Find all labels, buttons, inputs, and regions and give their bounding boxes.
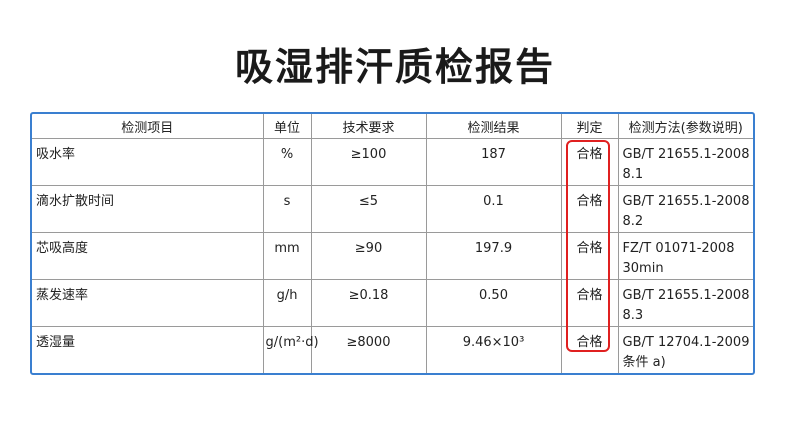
table-cell: 透湿量 (32, 326, 264, 373)
cell-line: 8.1 (622, 167, 644, 182)
column-header: 判定 (560, 114, 619, 139)
table-cell: ≥0.18 (310, 279, 427, 327)
column-header: 检测结果 (425, 114, 562, 139)
title: 吸湿排汗质检报告 (234, 45, 555, 89)
table-cell: g/(m²·d) (262, 326, 319, 373)
table-cell: 0.50 (425, 279, 562, 327)
header-row: 检测项目 单位 技术要求 检测结果 判定 检测方法(参数说明) (32, 114, 753, 139)
table: 检测项目 单位 技术要求 检测结果 判定 检测方法(参数说明) 吸水率% ≥100 187 合格… (32, 114, 753, 373)
cell-line: GB/T 21655.1-2008 (622, 288, 750, 303)
cell-line: FZ/T 01071-2008 (622, 241, 735, 256)
table-cell: GB/T 21655.1-2008 8.2 (617, 185, 753, 233)
column-header: 单位 (262, 114, 312, 139)
table-row: 滴水扩散时间 s ≤5 0.1 合格 GB/T 21655.1-2008 8.2 (32, 185, 753, 233)
table-row: 吸水率% ≥100 187 合格 GB/T 21655.1-2008 8.1 (32, 138, 753, 186)
table-cell: 187 (425, 138, 562, 186)
table-cell: mm (262, 232, 312, 280)
table-cell: ≥8000 (310, 326, 427, 373)
cell-line: 8.3 (622, 308, 644, 323)
table-cell: ≤5 (310, 185, 427, 233)
report-table: 检测项目 单位 技术要求 检测结果 判定 检测方法(参数说明) 吸水率% ≥100 187 合格… (30, 112, 755, 375)
table-cell: 芯吸高度 (32, 232, 264, 280)
highlight-box (566, 140, 610, 352)
column-header: 技术要求 (310, 114, 427, 139)
cell-line: GB/T 12704.1-2009 (622, 335, 750, 350)
table-cell: 0.1 (425, 185, 562, 233)
cell-line: GB/T 21655.1-2008 (622, 147, 750, 162)
cell-line: GB/T 21655.1-2008 (622, 194, 750, 209)
column-header: 检测方法(参数说明) (617, 114, 753, 139)
column-header: 检测项目 (32, 114, 264, 139)
table-cell: ≥90 (310, 232, 427, 280)
table-row: 芯吸高度 mm ≥90 197.9 合格 FZ/T 01071-2008 30min (32, 232, 753, 280)
table-cell: g/h (262, 279, 312, 327)
table-cell: 9.46×10³ (425, 326, 562, 373)
table-cell: GB/T 21655.1-2008 8.1 (617, 138, 753, 186)
table-cell: GB/T 21655.1-2008 8.3 (617, 279, 753, 327)
table-row: 透湿量 g/(m²·d) ≥8000 9.46×10³ 合格 GB/T 12704.1-2… (32, 326, 753, 373)
table-cell: GB/T 12704.1-2009 条件 a) (617, 326, 753, 373)
cell-line: 8.2 (622, 214, 644, 229)
table-body: 吸水率% ≥100 187 合格 GB/T 21655.1-2008 8.1 滴水扩散时间 s… (32, 138, 753, 373)
table-row: 蒸发速率 g/h ≥0.18 0.50 合格 GB/T 21655.1-2008 8.3 (32, 279, 753, 327)
table-cell: % (262, 138, 312, 186)
table-cell: s (262, 185, 312, 233)
table-cell: 197.9 (425, 232, 562, 280)
table-cell: 吸水率 (32, 138, 264, 186)
table-cell: FZ/T 01071-2008 30min (617, 232, 753, 280)
table-cell: 滴水扩散时间 (32, 185, 264, 233)
cell-line: 30min (622, 261, 664, 276)
table-cell: 蒸发速率 (32, 279, 264, 327)
cell-line: 条件 a) (622, 355, 666, 370)
table-cell: ≥100 (310, 138, 427, 186)
